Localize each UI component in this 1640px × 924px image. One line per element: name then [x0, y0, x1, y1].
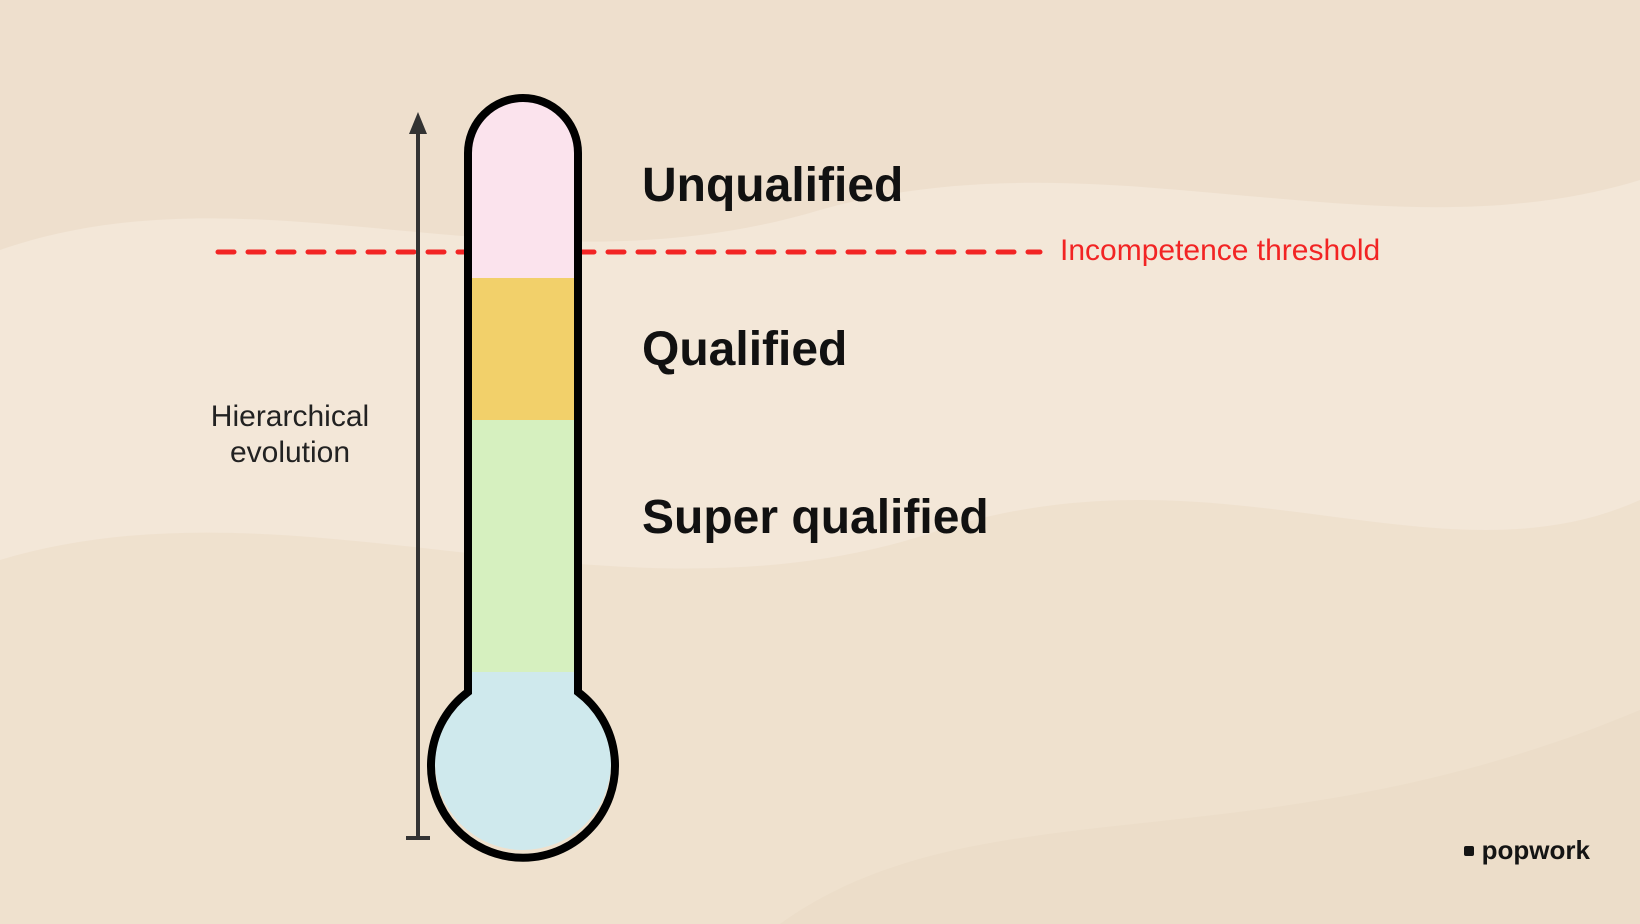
arrow-head-icon	[409, 112, 427, 134]
segment-unqualified	[468, 98, 578, 278]
brand-name: popwork	[1482, 835, 1590, 866]
thermometer-icon	[431, 98, 615, 858]
brand-dot-icon	[1464, 846, 1474, 856]
level-label-unqualified: Unqualified	[642, 158, 903, 213]
threshold-label: Incompetence threshold	[1060, 234, 1380, 268]
arrow-label-line2: evolution	[230, 436, 350, 470]
infographic-stage: Hierarchical evolution Unqualified Quali…	[0, 0, 1640, 924]
brand-logo: popwork	[1464, 835, 1590, 866]
level-label-super-qualified: Super qualified	[642, 490, 989, 545]
arrow-label-line1: Hierarchical	[211, 400, 369, 434]
thermometer-neck-fill	[468, 672, 578, 722]
hierarchical-evolution-arrow	[406, 112, 430, 838]
segment-super-qualified	[468, 420, 578, 700]
level-label-qualified: Qualified	[642, 322, 847, 377]
segment-qualified	[468, 278, 578, 420]
